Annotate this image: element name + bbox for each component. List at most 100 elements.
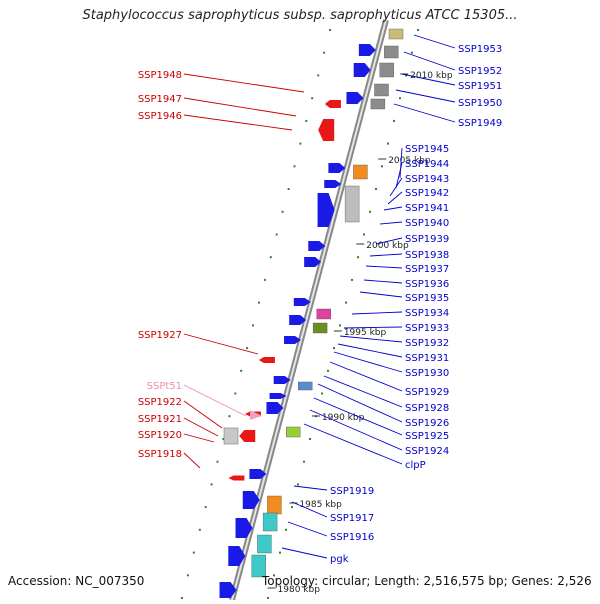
label-connector (183, 384, 247, 417)
forward-gene-label: SSP1932 (405, 338, 449, 349)
forward-gene-arrow (308, 241, 326, 251)
label-connector (303, 423, 403, 465)
label-connector (287, 521, 328, 537)
label-connector (359, 291, 403, 298)
outer-track-dot (399, 97, 401, 100)
inner-track-dot (323, 51, 326, 54)
label-connector (293, 485, 328, 491)
gene-labels: SSP1953 SSP1952 SSP1951 SSP1950 SSP1949 SSP19… (138, 34, 502, 565)
outer-track-dot (291, 506, 293, 509)
forward-gene-label: SSP1942 (405, 188, 449, 199)
label-connector (383, 206, 403, 211)
inner-track-dot (222, 438, 225, 440)
label-connector (329, 361, 403, 392)
forward-gene-arrow (324, 180, 342, 188)
forward-gene-label: SSP1951 (458, 81, 502, 92)
reverse-gene-arrow (239, 430, 256, 442)
reverse-gene-label: SSP1922 (138, 397, 182, 408)
forward-gene-label: SSP1933 (405, 323, 449, 334)
outer-track-dot (387, 142, 389, 145)
label-connector (183, 400, 223, 429)
scale-label: 2005 kbp (388, 156, 431, 166)
forward-gene-arrow (249, 469, 267, 479)
forward-gene-label: SSP1916 (330, 532, 374, 543)
forward-gene-arrow (235, 518, 253, 538)
forward-gene-label: SSP1939 (405, 234, 449, 245)
outer-track-dot (357, 256, 359, 259)
gene-block (370, 98, 386, 110)
scale-marks: 2010 kbp 2005 kbp 2000 kbp 1995 kbp 1990 kbp… (267, 71, 453, 595)
forward-gene-arrow (266, 402, 284, 414)
outer-track-dot (405, 74, 407, 77)
inner-track-dot (293, 165, 296, 168)
label-connector (389, 177, 403, 197)
reverse-gene-label: SSP1921 (138, 414, 182, 425)
gene-block (251, 554, 266, 578)
forward-gene-label: SSP1924 (405, 446, 449, 457)
inner-track-dot (258, 301, 260, 304)
reverse-gene-label: SSP1927 (138, 330, 182, 341)
gene-features (219, 28, 404, 598)
outer-track-dot (285, 528, 287, 531)
inner-track-dot (186, 574, 189, 577)
inner-track-dot (198, 528, 201, 531)
scale-label: 2000 kbp (366, 241, 409, 251)
genome-backbone (229, 19, 389, 601)
topology-text: Topology: circular; Length: 2,516,575 bp… (262, 574, 592, 588)
gene-block (223, 427, 239, 445)
label-connector (343, 326, 403, 329)
outer-track-dot (297, 483, 299, 486)
label-connector (317, 383, 403, 423)
label-connector (183, 452, 201, 469)
label-connector (183, 433, 215, 443)
inner-track-dot (240, 369, 243, 372)
forward-gene-arrow (273, 376, 291, 384)
backbone-dots (181, 29, 419, 599)
inner-track-dot (287, 188, 290, 190)
forward-gene-arrow (358, 44, 376, 56)
gene-block (344, 185, 360, 223)
accession-text: Accession: NC_007350 (8, 574, 145, 588)
forward-gene-arrow (328, 163, 346, 173)
outer-track-dot (267, 597, 269, 599)
forward-gene-label: SSP1950 (458, 98, 502, 109)
label-connector (403, 51, 456, 71)
outer-track-dot (411, 51, 413, 54)
reverse-gene-label: SSPt51 (147, 381, 182, 392)
label-connector (375, 237, 403, 245)
reverse-gene-arrow (258, 357, 275, 363)
label-connector (183, 417, 219, 437)
gene-block (267, 495, 282, 515)
gene-block (379, 62, 394, 78)
gene-block (262, 512, 278, 532)
scale-label: 1990 kbp (322, 413, 365, 423)
gene-block (257, 534, 272, 554)
label-connector (363, 279, 403, 284)
inner-track-dot (299, 142, 302, 145)
reverse-gene-label: SSP1947 (138, 94, 182, 105)
label-connector (393, 103, 456, 123)
gene-block (388, 28, 404, 40)
forward-gene-label: SSP1940 (405, 218, 449, 229)
label-connector (395, 162, 403, 189)
label-connector (399, 147, 403, 179)
forward-gene-label: SSP1941 (405, 203, 449, 214)
scale-label: 2010 kbp (410, 71, 453, 81)
label-connector (309, 409, 403, 451)
outer-track-dot (369, 210, 371, 213)
outer-track-dot (345, 301, 347, 304)
forward-gene-label: SSP1929 (405, 387, 449, 398)
outer-track-dot (273, 574, 275, 577)
label-connector (337, 343, 403, 358)
reverse-gene-label: SSP1948 (138, 70, 182, 81)
forward-gene-arrow (353, 63, 371, 77)
outer-track-dot (393, 119, 395, 122)
outer-track-dot (279, 551, 281, 554)
label-connector (401, 73, 456, 86)
map-title: Staphylococcus saprophyticus subsp. sapr… (82, 8, 518, 23)
forward-gene-label: SSP1936 (405, 279, 449, 290)
forward-gene-label: SSP1943 (405, 174, 449, 185)
inner-track-dot (269, 256, 272, 259)
